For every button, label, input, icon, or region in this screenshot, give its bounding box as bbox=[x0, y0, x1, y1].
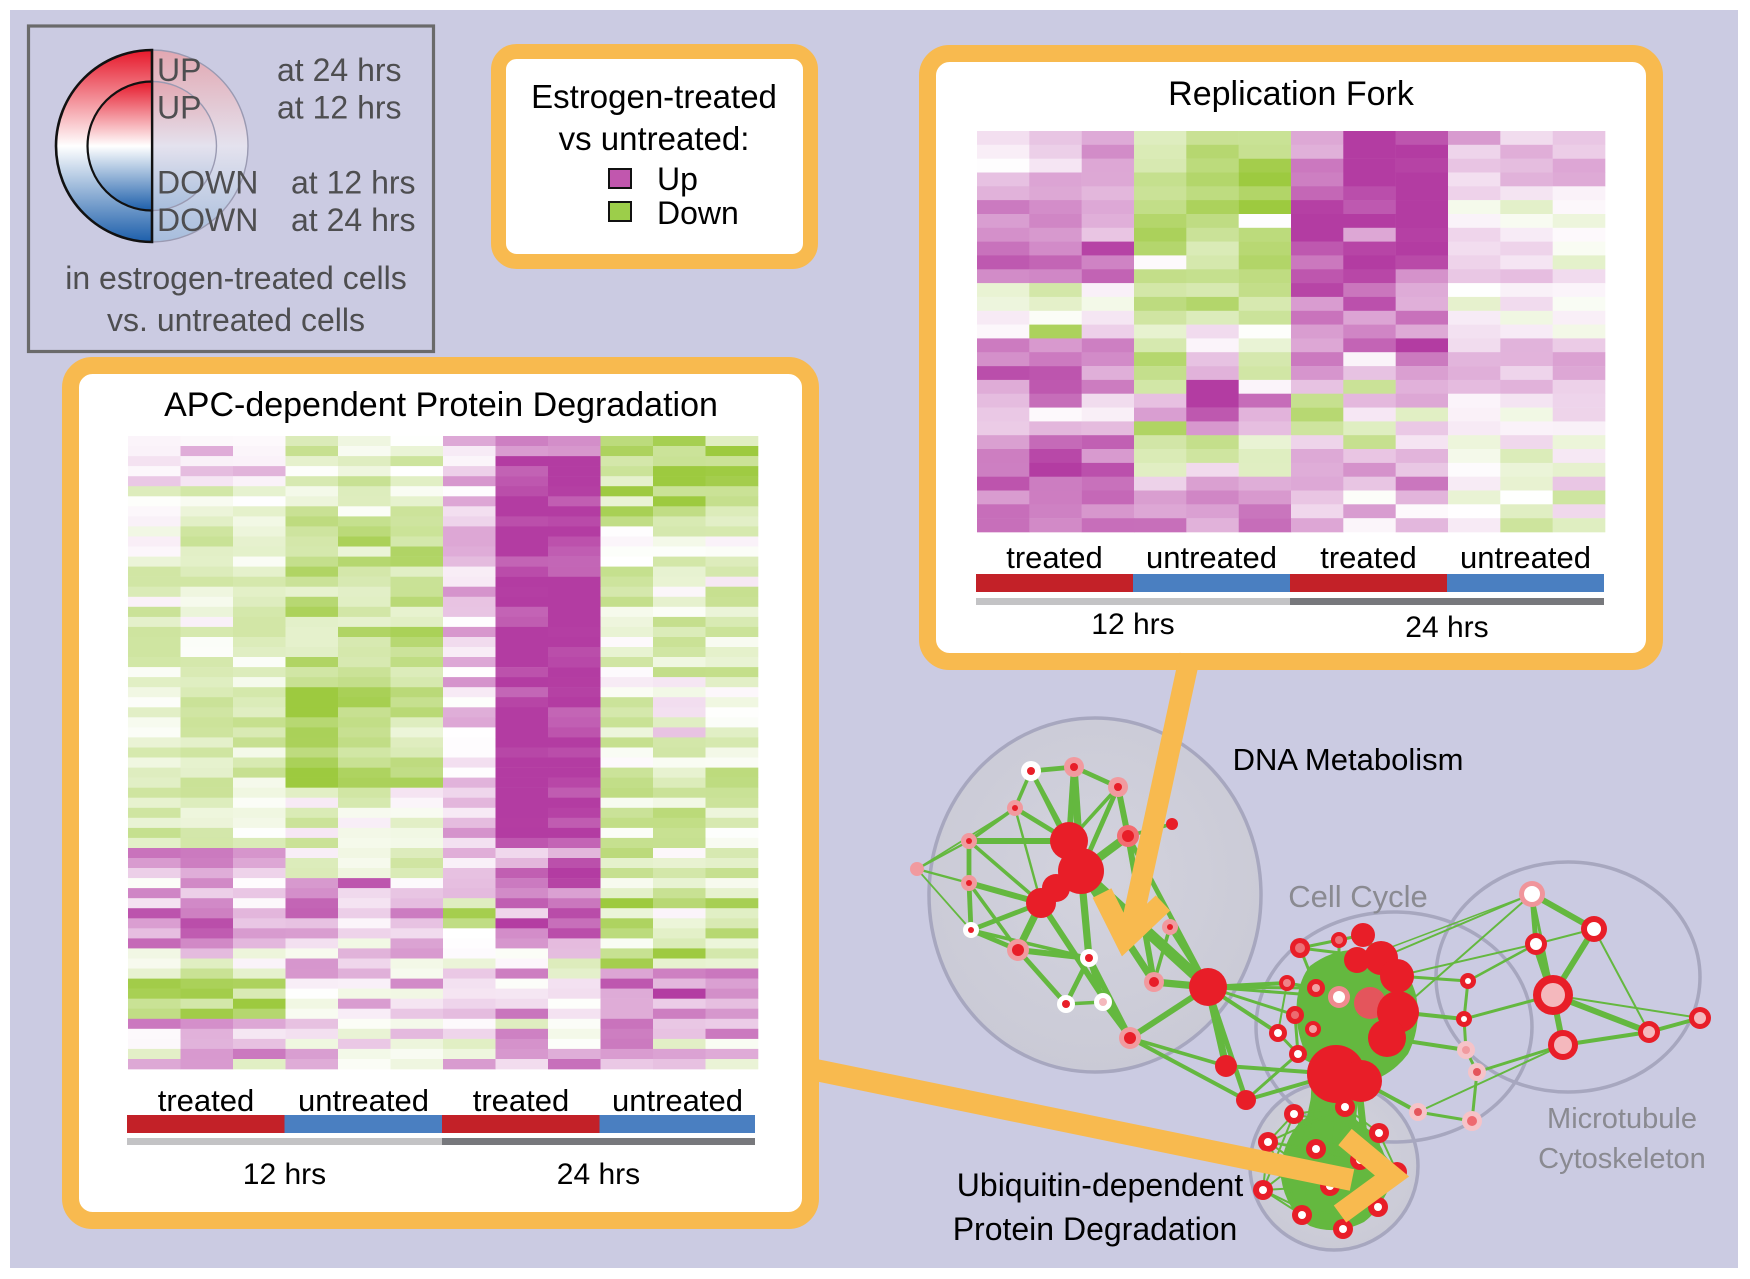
svg-text:untreated: untreated bbox=[1460, 540, 1591, 575]
svg-text:Microtubule: Microtubule bbox=[1547, 1103, 1697, 1135]
svg-text:Up: Up bbox=[657, 161, 698, 197]
svg-text:treated: treated bbox=[1320, 540, 1417, 575]
svg-text:Cytoskeleton: Cytoskeleton bbox=[1538, 1143, 1706, 1175]
svg-text:vs untreated:: vs untreated: bbox=[559, 120, 750, 157]
svg-text:Down: Down bbox=[657, 195, 739, 231]
svg-text:untreated: untreated bbox=[1146, 540, 1277, 575]
svg-text:24 hrs: 24 hrs bbox=[557, 1158, 640, 1191]
svg-text:untreated: untreated bbox=[612, 1083, 743, 1118]
svg-text:Replication Fork: Replication Fork bbox=[1168, 75, 1415, 113]
svg-text:treated: treated bbox=[158, 1083, 255, 1118]
svg-text:APC-dependent Protein Degradat: APC-dependent Protein Degradation bbox=[164, 386, 718, 424]
svg-text:in estrogen-treated cells: in estrogen-treated cells bbox=[65, 260, 407, 296]
svg-text:UP: UP bbox=[157, 90, 201, 126]
svg-text:DOWN: DOWN bbox=[157, 202, 258, 238]
svg-text:vs. untreated cells: vs. untreated cells bbox=[107, 302, 365, 338]
svg-text:untreated: untreated bbox=[298, 1083, 429, 1118]
svg-text:12 hrs: 12 hrs bbox=[1091, 608, 1174, 641]
svg-text:Cell Cycle: Cell Cycle bbox=[1288, 879, 1428, 914]
svg-text:treated: treated bbox=[1006, 540, 1103, 575]
svg-text:treated: treated bbox=[473, 1083, 570, 1118]
svg-text:12 hrs: 12 hrs bbox=[243, 1158, 326, 1191]
svg-text:DOWN: DOWN bbox=[157, 165, 258, 201]
svg-text:Ubiquitin-dependent: Ubiquitin-dependent bbox=[957, 1167, 1244, 1203]
svg-text:at 24 hrs: at 24 hrs bbox=[291, 202, 416, 238]
svg-text:UP: UP bbox=[157, 52, 201, 88]
svg-text:at 12 hrs: at 12 hrs bbox=[291, 165, 416, 201]
svg-text:at 12 hrs: at 12 hrs bbox=[277, 90, 402, 126]
svg-text:24 hrs: 24 hrs bbox=[1405, 611, 1488, 644]
svg-text:Estrogen-treated: Estrogen-treated bbox=[531, 78, 777, 115]
svg-text:at 24 hrs: at 24 hrs bbox=[277, 52, 402, 88]
svg-text:DNA Metabolism: DNA Metabolism bbox=[1233, 742, 1464, 777]
svg-text:Protein Degradation: Protein Degradation bbox=[953, 1211, 1238, 1247]
